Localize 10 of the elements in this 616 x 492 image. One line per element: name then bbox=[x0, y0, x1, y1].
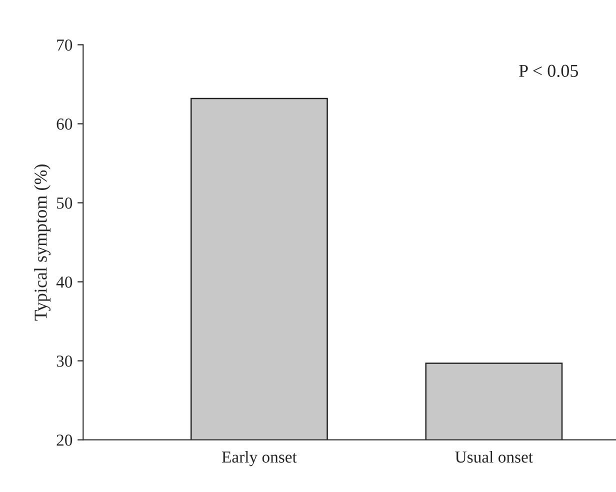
y-axis-title: Typical symptom (%) bbox=[34, 164, 51, 321]
y-tick-label: 60 bbox=[56, 118, 72, 130]
y-tick-label: 30 bbox=[56, 356, 72, 367]
y-tick-label: 20 bbox=[56, 434, 72, 446]
y-tick-label: 50 bbox=[57, 198, 72, 209]
y-tick-label: 70 bbox=[57, 39, 72, 51]
x-tick-label: Early onset bbox=[222, 450, 297, 466]
annotation: P < 0.05 bbox=[519, 64, 578, 78]
x-tick-label: Usual onset bbox=[455, 450, 533, 463]
y-tick-label: 40 bbox=[56, 276, 72, 288]
